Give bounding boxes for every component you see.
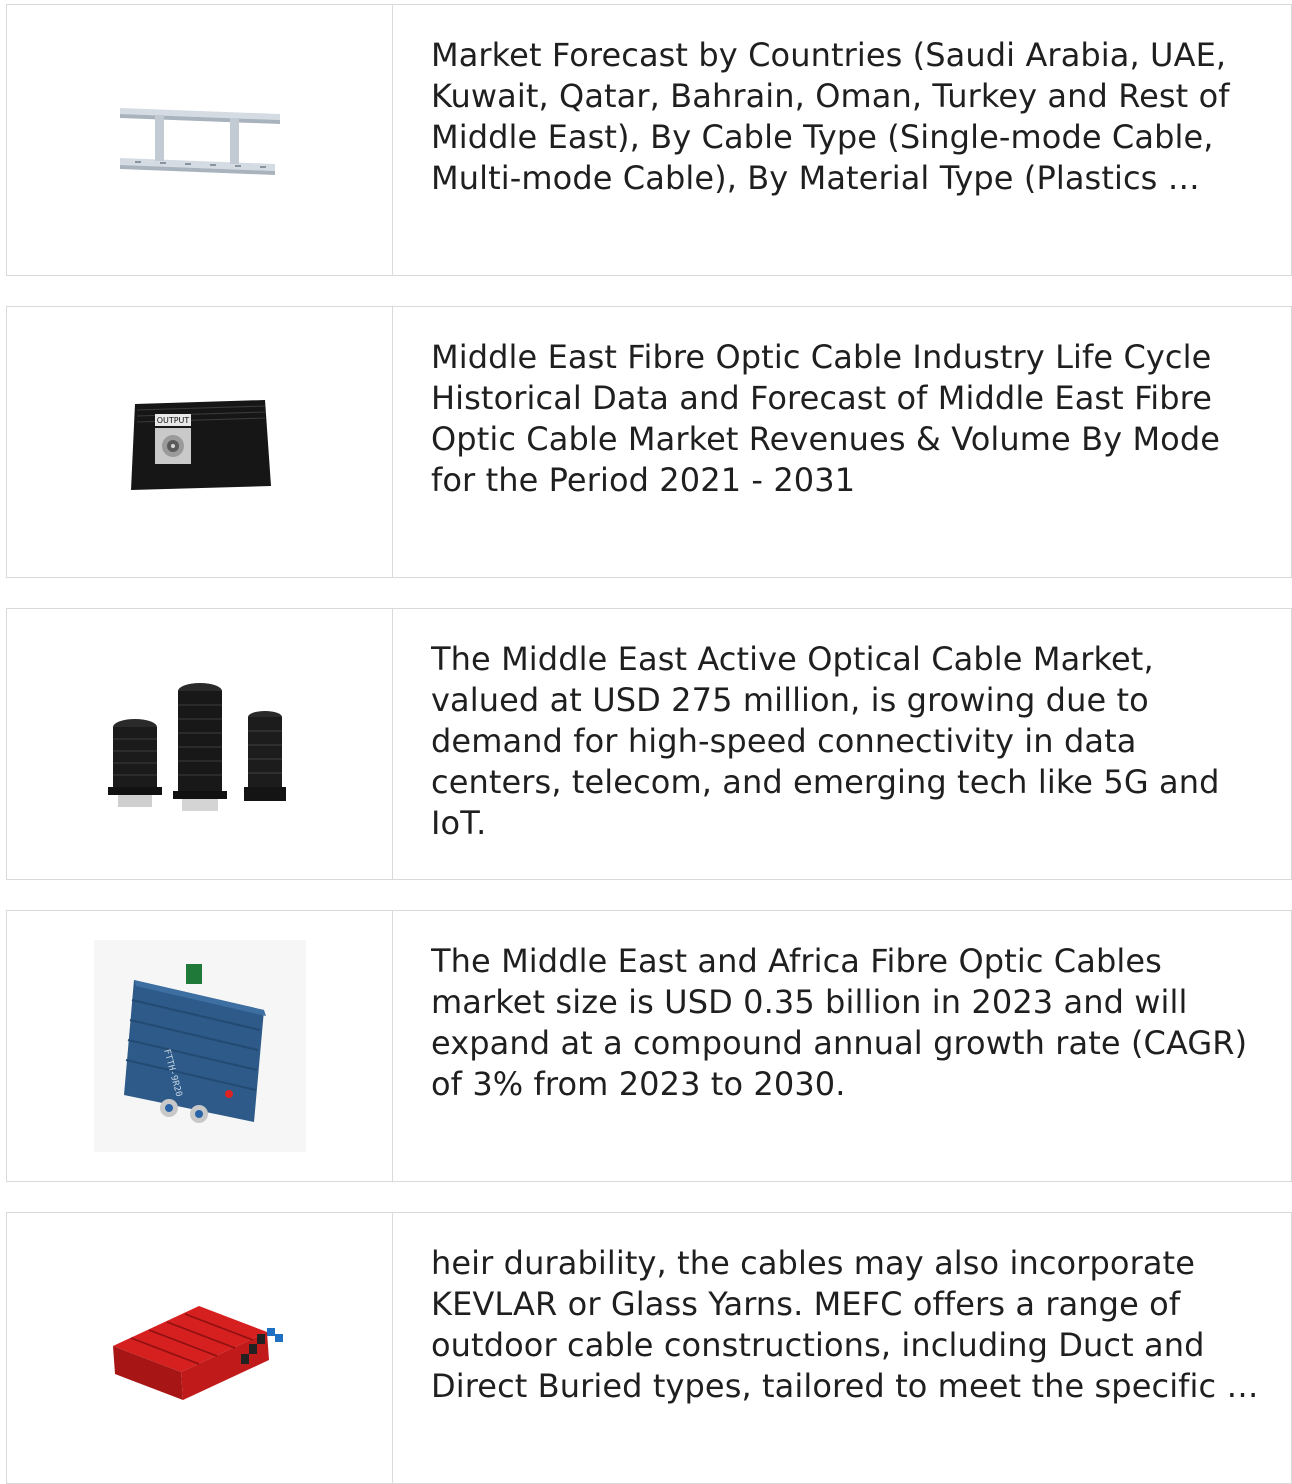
result-thumbnail[interactable]: FTTH-9R20 <box>7 911 393 1181</box>
optical-output-box-icon: OUTPUT <box>130 400 271 490</box>
result-snippet: The Middle East and Africa Fibre Optic C… <box>431 942 1248 1103</box>
result-card[interactable]: heir durability, the cables may also inc… <box>6 1212 1292 1484</box>
result-thumbnail[interactable] <box>7 1213 393 1483</box>
optical-receiver-icon: FTTH-9R20 <box>93 940 306 1152</box>
result-snippet: Middle East Fibre Optic Cable Industry L… <box>431 338 1221 499</box>
distribution-box-icon <box>112 1306 283 1400</box>
result-text[interactable]: The Middle East Active Optical Cable Mar… <box>393 609 1291 879</box>
result-snippet: heir durability, the cables may also inc… <box>431 1244 1259 1405</box>
result-text[interactable]: Middle East Fibre Optic Cable Industry L… <box>393 307 1291 577</box>
splice-closures-icon <box>107 683 286 811</box>
output-label: OUTPUT <box>156 416 189 425</box>
result-thumbnail[interactable] <box>7 609 393 879</box>
result-snippet: The Middle East Active Optical Cable Mar… <box>431 640 1220 842</box>
result-text[interactable]: Market Forecast by Countries (Saudi Arab… <box>393 5 1291 275</box>
cable-tray-icon <box>119 108 280 175</box>
result-text[interactable]: heir durability, the cables may also inc… <box>393 1213 1291 1483</box>
result-text[interactable]: The Middle East and Africa Fibre Optic C… <box>393 911 1291 1181</box>
result-card[interactable]: FTTH-9R20 The Middle East and Africa Fib… <box>6 910 1292 1182</box>
result-thumbnail[interactable]: OUTPUT <box>7 307 393 577</box>
result-snippet: Market Forecast by Countries (Saudi Arab… <box>431 36 1230 197</box>
result-thumbnail[interactable] <box>7 5 393 275</box>
result-card[interactable]: OUTPUT Middle East Fibre Optic Cable Ind… <box>6 306 1292 578</box>
result-card[interactable]: Market Forecast by Countries (Saudi Arab… <box>6 4 1292 276</box>
result-card[interactable]: The Middle East Active Optical Cable Mar… <box>6 608 1292 880</box>
